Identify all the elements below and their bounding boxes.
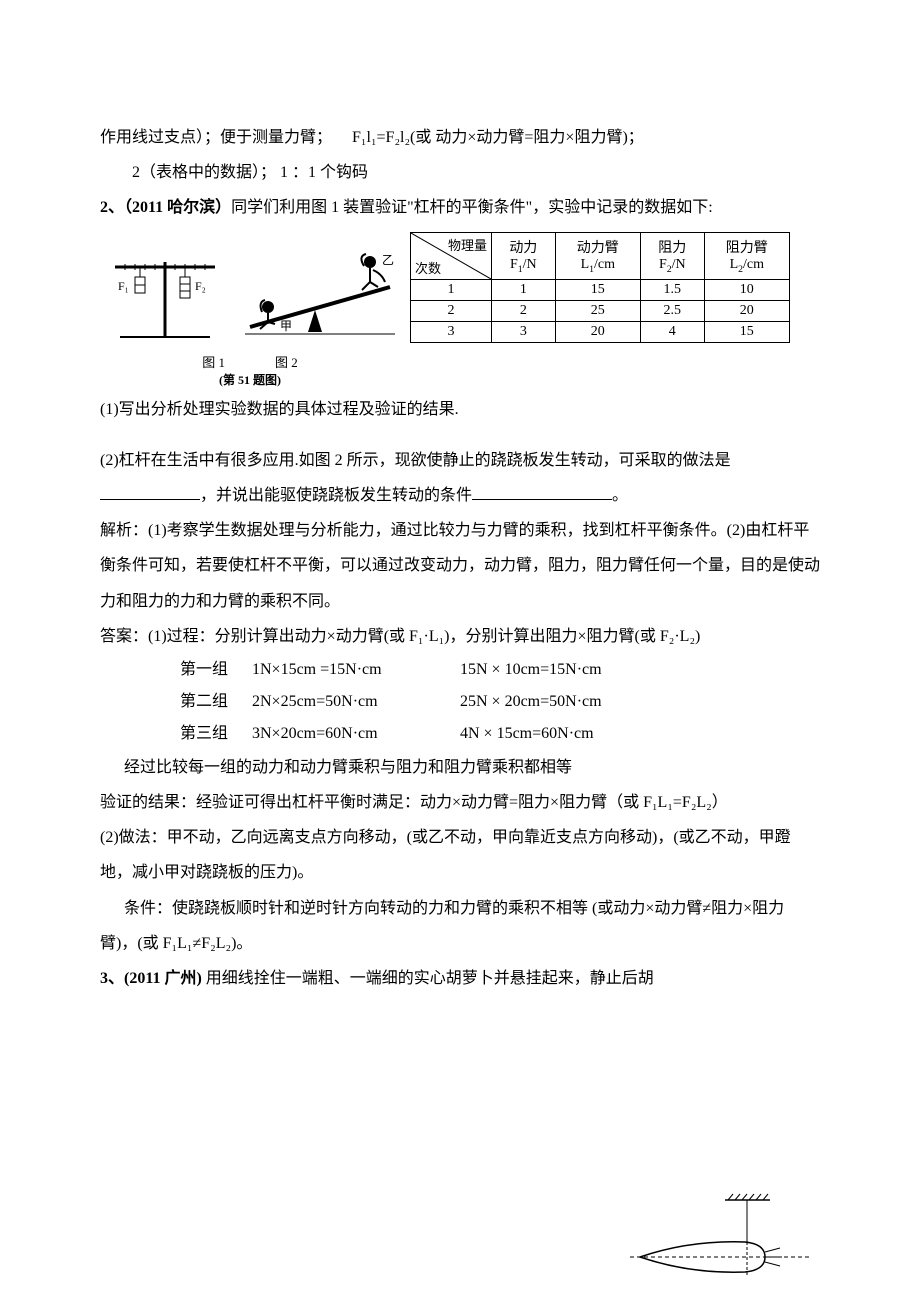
table-row: 2 2 25 2.5 20 (411, 300, 790, 321)
table-cell: 3 (411, 321, 492, 342)
table-diag-header: 物理量 次数 (411, 232, 492, 279)
table-cell: 3 (492, 321, 556, 342)
intro-line-1b: F₁l₁=F₂l₂(或 动力×动力臂=阻力×阻力臂)； (352, 129, 644, 146)
diag-bottom-label: 次数 (415, 258, 441, 277)
calc-b: 25N × 20cm=50N·cm (460, 686, 602, 718)
q2-sub2-c: 。 (612, 487, 628, 504)
svg-text:F₁: F₁ (118, 279, 129, 293)
q2-sub1: (1)写出分析处理实验数据的具体过程及验证的结果. (100, 392, 820, 427)
table-cell: 2 (492, 300, 556, 321)
calc-a: 1N×15cm =15N·cm (252, 654, 460, 686)
table-row: 3 3 20 4 15 (411, 321, 790, 342)
table-header: 动力臂L1/cm (555, 232, 640, 279)
table-cell: 25 (555, 300, 640, 321)
table-header: 动力F1/N (492, 232, 556, 279)
table-cell: 2.5 (640, 300, 704, 321)
q3-rest: 用细线拴住一端粗、一端细的实心胡萝卜并悬挂起来，静止后胡 (206, 970, 654, 987)
table-cell: 1 (411, 279, 492, 300)
data-table: 物理量 次数 动力F1/N 动力臂L1/cm 阻力F2/N 阻力臂L2/cm 1… (410, 232, 790, 343)
q2-analysis: 解析：(1)考察学生数据处理与分析能力，通过比较力与力臂的乘积，找到杠杆平衡条件… (100, 513, 820, 619)
analysis-text: (1)考察学生数据处理与分析能力，通过比较力与力臂的乘积，找到杠杆平衡条件。(2… (100, 522, 820, 609)
spacer (100, 427, 820, 443)
table-cell: 4 (640, 321, 704, 342)
calc-label: 第三组 (180, 718, 252, 750)
answer-label: 答案： (100, 628, 148, 645)
calc-row: 第三组 3N×20cm=60N·cm 4N × 15cm=60N·cm (100, 718, 820, 750)
table-header: 阻力F2/N (640, 232, 704, 279)
figure-block: F₁ F₂ 甲 (100, 232, 400, 388)
calc-a: 3N×20cm=60N·cm (252, 718, 460, 750)
calc-label: 第一组 (180, 654, 252, 686)
figure-table-row: F₁ F₂ 甲 (100, 232, 820, 388)
q2-heading-rest: 同学们利用图 1 装置验证"杠杆的平衡条件"，实验中记录的数据如下: (231, 199, 713, 216)
svg-text:F₂: F₂ (195, 279, 206, 293)
q2-answer1: 答案：(1)过程：分别计算出动力×动力臂(或 F₁·L₁)，分别计算出阻力×阻力… (100, 619, 820, 654)
analysis-label: 解析： (100, 522, 148, 539)
table-cell: 20 (555, 321, 640, 342)
q2-heading-bold: 2、（2011 哈尔滨） (100, 199, 231, 216)
answer1-text: (1)过程：分别计算出动力×动力臂(或 F₁·L₁)，分别计算出阻力×阻力臂(或… (148, 628, 700, 645)
table-cell: 15 (555, 279, 640, 300)
q3-heading: 3、(2011 广州) 用细线拴住一端粗、一端细的实心胡萝卜并悬挂起来，静止后胡 (100, 961, 820, 996)
q2-compare: 经过比较每一组的动力和动力臂乘积与阻力和阻力臂乘积都相等 (100, 750, 820, 785)
table-cell: 20 (704, 300, 789, 321)
svg-text:甲: 甲 (280, 319, 292, 333)
table-row: 1 1 15 1.5 10 (411, 279, 790, 300)
q2-verify: 验证的结果：经验证可得出杠杆平衡时满足：动力×动力臂=阻力×阻力臂（或 F₁L₁… (100, 785, 820, 820)
carrot-figure (630, 1192, 810, 1282)
figures: F₁ F₂ 甲 (100, 232, 400, 352)
intro-line-2: 2（表格中的数据）； 1 ：1 个钩码 (100, 155, 820, 190)
table-cell: 1 (492, 279, 556, 300)
calc-row: 第二组 2N×25cm=50N·cm 25N × 20cm=50N·cm (100, 686, 820, 718)
blank-field (572, 483, 612, 500)
q2-method: (2)做法：甲不动，乙向远离支点方向移动，(或乙不动，甲向靠近支点方向移动)，(… (100, 820, 820, 890)
calc-b: 4N × 15cm=60N·cm (460, 718, 594, 750)
calc-a: 2N×25cm=50N·cm (252, 686, 460, 718)
diag-top-label: 物理量 (448, 235, 487, 254)
carrot-svg (630, 1192, 810, 1282)
calc-b: 15N × 10cm=15N·cm (460, 654, 602, 686)
calc-row: 第一组 1N×15cm =15N·cm 15N × 10cm=15N·cm (100, 654, 820, 686)
blank-field (100, 483, 200, 500)
calc-label: 第二组 (180, 686, 252, 718)
table-cell: 2 (411, 300, 492, 321)
q3-heading-bold: 3、(2011 广州) (100, 970, 206, 987)
q2-sub2: (2)杠杆在生活中有很多应用.如图 2 所示，现欲使静止的跷跷板发生转动，可采取… (100, 443, 820, 513)
q2-condition: 条件：使跷跷板顺时针和逆时针方向转动的力和力臂的乘积不相等 (或动力×动力臂≠阻… (100, 891, 820, 961)
blank-field (472, 483, 572, 500)
document-page: 作用线过支点）；便于测量力臂； F₁l₁=F₂l₂(或 动力×动力臂=阻力×阻力… (0, 0, 920, 1302)
svg-text:乙: 乙 (382, 253, 394, 267)
fig1-label: 图 1 (202, 352, 225, 371)
figure-labels: 图 1 图 2 (100, 352, 400, 371)
intro-line-1a: 作用线过支点）；便于测量力臂； (100, 129, 332, 146)
q2-heading: 2、（2011 哈尔滨）同学们利用图 1 装置验证"杠杆的平衡条件"，实验中记录… (100, 190, 820, 225)
fig2-label: 图 2 (275, 352, 298, 371)
q2-sub2-a: (2)杠杆在生活中有很多应用.如图 2 所示，现欲使静止的跷跷板发生转动，可采取… (100, 452, 731, 469)
table-cell: 1.5 (640, 279, 704, 300)
figure-svg: F₁ F₂ 甲 (100, 232, 400, 352)
table-header: 阻力臂L2/cm (704, 232, 789, 279)
table-cell: 10 (704, 279, 789, 300)
table-header-row: 物理量 次数 动力F1/N 动力臂L1/cm 阻力F2/N 阻力臂L2/cm (411, 232, 790, 279)
figure-caption: (第 51 题图) (219, 371, 281, 388)
table-cell: 15 (704, 321, 789, 342)
q2-sub2-b: ，并说出能驱使跷跷板发生转动的条件 (200, 487, 472, 504)
